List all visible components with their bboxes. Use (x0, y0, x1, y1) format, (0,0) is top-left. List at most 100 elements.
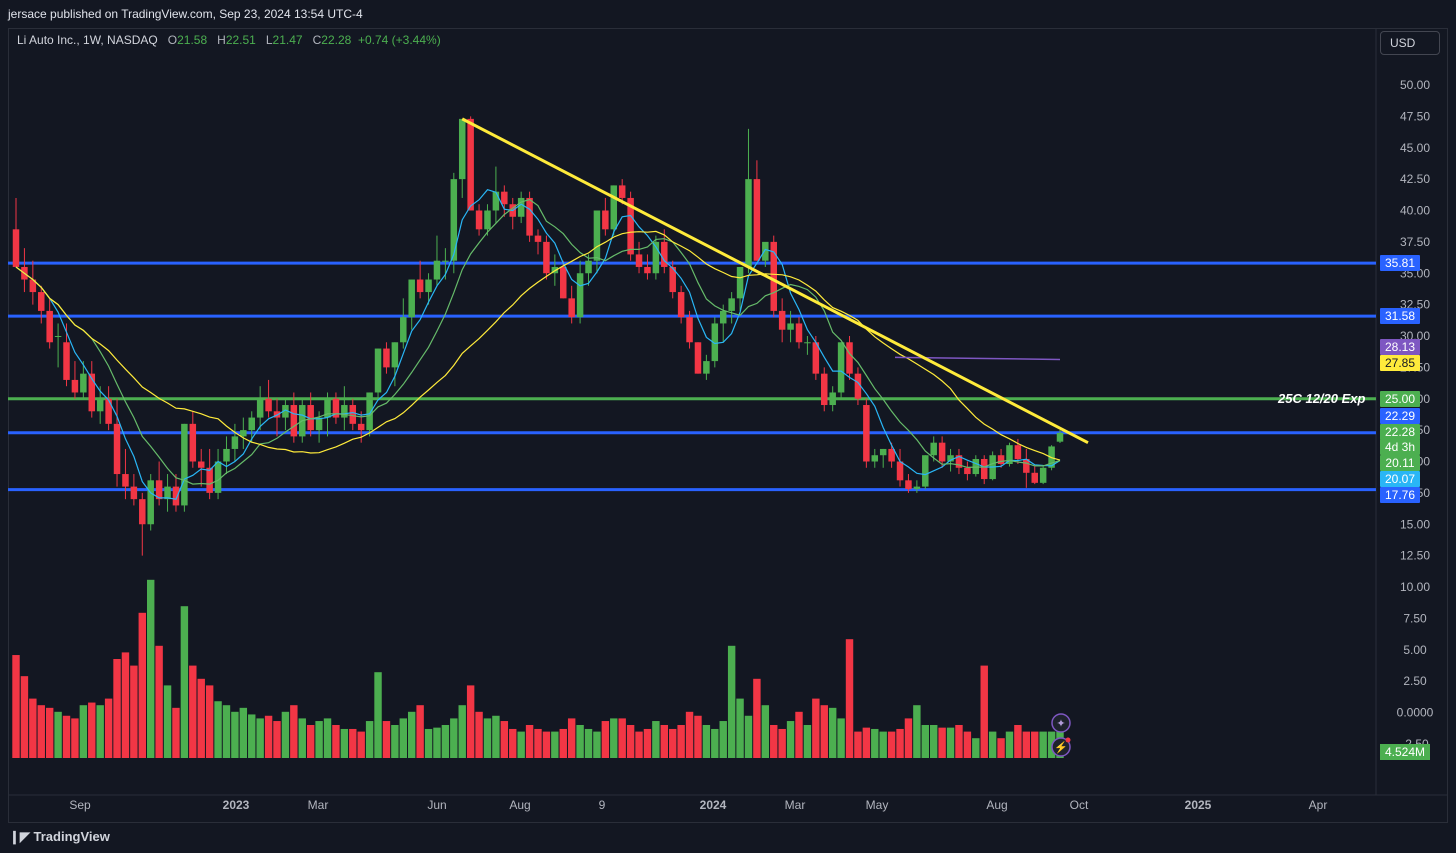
candle-body (1056, 432, 1064, 442)
volume-bar (433, 727, 441, 758)
volume-bar (12, 655, 20, 758)
volume-bar (677, 725, 685, 758)
volume-bar (854, 731, 862, 758)
candle-body (71, 379, 79, 393)
candle-body (753, 179, 761, 261)
candle-body (467, 118, 474, 211)
candle-body (223, 448, 230, 462)
candle-body (879, 448, 887, 456)
close-value: 22.28 (321, 33, 352, 47)
x-tick-label: Mar (785, 798, 806, 812)
price-label-text: 22.28 (1385, 425, 1415, 439)
candle-body (400, 317, 407, 343)
candle-body (677, 292, 685, 318)
volume-bar (601, 721, 610, 758)
candle-body (248, 417, 255, 431)
volume-bar (37, 705, 45, 758)
volume-bar (54, 711, 62, 758)
candle-body (728, 298, 735, 311)
candle-body (576, 273, 584, 318)
moving-average-line (15, 189, 1061, 500)
volume-bar (214, 701, 222, 758)
price-label-badge (1380, 408, 1420, 424)
price-label-text: 35.81 (1385, 256, 1415, 270)
moving-average-line (894, 356, 1061, 361)
candle-body (155, 480, 163, 500)
candle-body (534, 235, 542, 242)
candle-body (762, 241, 769, 261)
volume-bar (96, 705, 104, 758)
candle-body (130, 486, 138, 500)
volume-bar (980, 665, 988, 758)
price-label-text: 25.00 (1385, 392, 1415, 406)
y-tick-label: 0.0000 (1397, 706, 1434, 720)
volume-bar (584, 728, 593, 758)
volume-bar (408, 711, 416, 758)
candle-body (240, 430, 247, 437)
volume-bar (113, 659, 121, 758)
volume-bar (988, 731, 997, 758)
candle-body (374, 348, 382, 393)
candle-body (719, 310, 727, 324)
candle-body (172, 486, 180, 506)
volume-bar (441, 725, 450, 758)
x-tick-label: 2023 (223, 798, 250, 812)
candle-body (635, 254, 643, 267)
volume-bar (719, 721, 727, 758)
volume-bar (652, 721, 660, 758)
volume-bar (727, 645, 736, 758)
candle-body (38, 292, 45, 311)
candle-body (627, 197, 634, 255)
candle-body (147, 480, 154, 525)
volume-bar (290, 705, 298, 758)
candle-body (189, 423, 197, 462)
candle-body (804, 342, 811, 344)
publish-bar: jersace published on TradingView.com, Se… (0, 0, 1456, 28)
volume-bar (643, 728, 652, 758)
x-tick-label: Aug (509, 798, 530, 812)
sparkle-icon[interactable] (1051, 713, 1071, 733)
change-value: +0.74 (+3.44%) (357, 33, 441, 47)
volume-bar (887, 731, 896, 758)
volume-bar (500, 721, 509, 758)
volume-bar (761, 705, 770, 758)
lightning-icon[interactable] (1051, 737, 1071, 757)
candle-body (197, 461, 205, 468)
volume-bar (812, 698, 820, 758)
candle-body (96, 398, 104, 412)
volume-bar (904, 718, 913, 758)
volume-bar (391, 725, 399, 758)
volume-bar (1039, 731, 1047, 758)
volume-bar (155, 645, 163, 758)
volume-bar (778, 728, 786, 758)
candle-body (113, 423, 121, 475)
volume-bar (1022, 731, 1031, 758)
candle-body (54, 336, 62, 337)
volume-bar (542, 731, 551, 758)
candle-body (265, 398, 272, 412)
brand-name: TradingView (33, 829, 110, 844)
candle-body (812, 342, 820, 374)
candle-body (745, 179, 752, 267)
volume-bar (618, 718, 626, 758)
candle-body (442, 260, 449, 262)
volume-bar (180, 606, 189, 758)
candle-body (501, 191, 508, 205)
open-label: O (167, 33, 178, 47)
price-label-badge (1380, 455, 1420, 471)
candle-body (88, 373, 96, 412)
candle-body (593, 210, 601, 261)
currency-button[interactable]: USD (1380, 31, 1440, 55)
volume-bar (222, 705, 231, 758)
volume-bar (374, 672, 382, 758)
candle-body (416, 279, 424, 293)
volume-bar (197, 678, 205, 758)
volume-bar (349, 728, 357, 758)
candle-body (492, 191, 500, 211)
candle-body (181, 423, 188, 506)
tradingview-logo[interactable]: ❙◤ TradingView (9, 829, 110, 845)
price-label-badge (1380, 255, 1420, 271)
y-tick-label: 5.00 (1403, 643, 1427, 657)
volume-bar (509, 728, 517, 758)
